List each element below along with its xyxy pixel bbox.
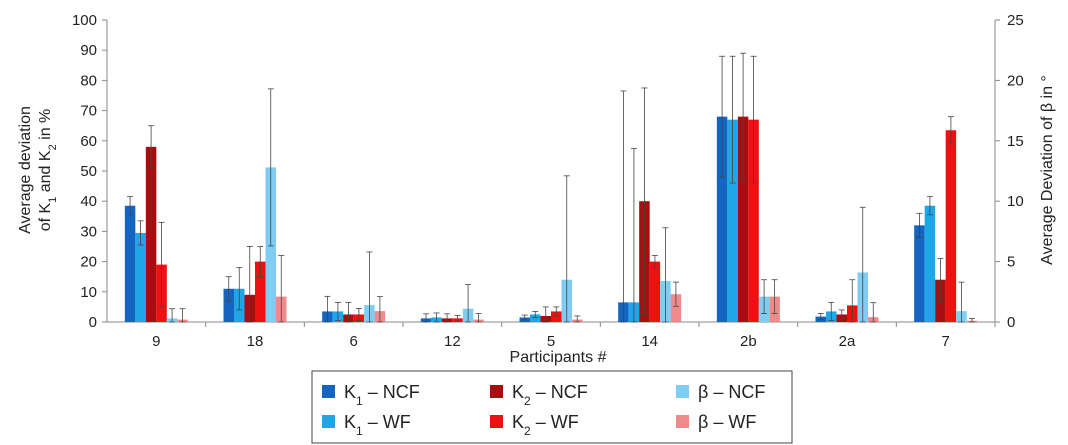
x-tick-label: 6: [349, 333, 357, 350]
legend-swatch-bncf: [676, 385, 689, 398]
bar-k2wf: [748, 119, 759, 322]
bar-k2wf: [649, 261, 661, 322]
legend: K1 – NCF K2 – NCF β – NCF K1 – WF K2 – WF β –…: [311, 370, 793, 444]
bar-k2ncf: [145, 146, 157, 322]
x-tick-label: 2a: [839, 333, 856, 350]
bar-k1ncf: [914, 225, 925, 322]
left-tick-label: 30: [80, 223, 97, 240]
x-tick-label: 2b: [740, 333, 757, 350]
legend-swatch-k1ncf: [322, 385, 335, 398]
right-tick-label: 25: [1007, 12, 1024, 29]
bar-bwf: [670, 294, 682, 322]
right-tick-label: 20: [1007, 72, 1024, 89]
left-tick-label: 0: [89, 314, 97, 331]
x-tick-label: 5: [547, 333, 555, 350]
bar-k1ncf: [124, 205, 136, 322]
right-tick-label: 15: [1007, 133, 1024, 150]
bar-k1wf: [727, 119, 738, 322]
left-tick-label: 20: [80, 254, 97, 271]
legend-label-k2wf: K2 – WF: [512, 412, 579, 438]
left-tick-label: 60: [80, 133, 97, 150]
left-tick-label: 50: [80, 163, 97, 180]
bar-k1wf: [924, 205, 936, 322]
legend-swatch-bwf: [676, 415, 689, 428]
legend-swatch-k2ncf: [490, 385, 503, 398]
legend-swatch-k1wf: [322, 415, 335, 428]
bar-k1wf: [530, 314, 541, 322]
legend-label-bncf: β – NCF: [698, 382, 765, 402]
x-tick-label: 18: [247, 333, 264, 350]
left-tick-label: 90: [80, 42, 97, 59]
right-axis-title: Average Deviation of β in °: [1039, 75, 1056, 265]
bar-k1wf: [135, 232, 146, 322]
left-tick-label: 70: [80, 103, 97, 120]
left-tick-label: 40: [80, 193, 97, 210]
bar-k1ncf: [223, 288, 234, 322]
bar-k2wf: [255, 261, 266, 322]
bar-k2wf: [551, 311, 562, 322]
legend-box: [311, 370, 793, 444]
x-tick-label: 14: [641, 333, 658, 350]
left-axis-title-line1: Average deviation: [17, 106, 34, 234]
left-tick-label: 10: [80, 284, 97, 301]
x-axis-title: Participants #: [510, 349, 607, 366]
bar-k2ncf: [737, 116, 749, 322]
axis-labels: Participants # Average deviation of K1 a…: [17, 75, 1056, 366]
legend-label-k1ncf: K1 – NCF: [344, 382, 420, 408]
x-tick-label: 9: [152, 333, 160, 350]
bar-k2wf: [945, 130, 957, 322]
left-tick-label: 80: [80, 72, 97, 89]
legend-label-bwf: β – WF: [698, 412, 756, 432]
axes: 0 10 20 30 40 50 60 70 80 90 100 0 5 10 15 20 25 9 18 6 12 5 1…: [72, 12, 1024, 350]
x-tick-label: 7: [941, 333, 949, 350]
bars: [124, 116, 978, 322]
left-axis-title-line2: of K1 and K2 in %: [37, 109, 59, 232]
legend-label-k2ncf: K2 – NCF: [512, 382, 588, 408]
bar-k1ncf: [716, 116, 728, 322]
left-tick-label: 100: [72, 12, 97, 29]
legend-swatch-k2wf: [490, 415, 503, 428]
error-bars: [127, 52, 975, 323]
x-tick-label: 12: [444, 333, 461, 350]
right-tick-label: 5: [1007, 254, 1015, 271]
right-tick-label: 0: [1007, 314, 1015, 331]
right-tick-label: 10: [1007, 193, 1024, 210]
legend-label-k1wf: K1 – WF: [344, 412, 411, 438]
